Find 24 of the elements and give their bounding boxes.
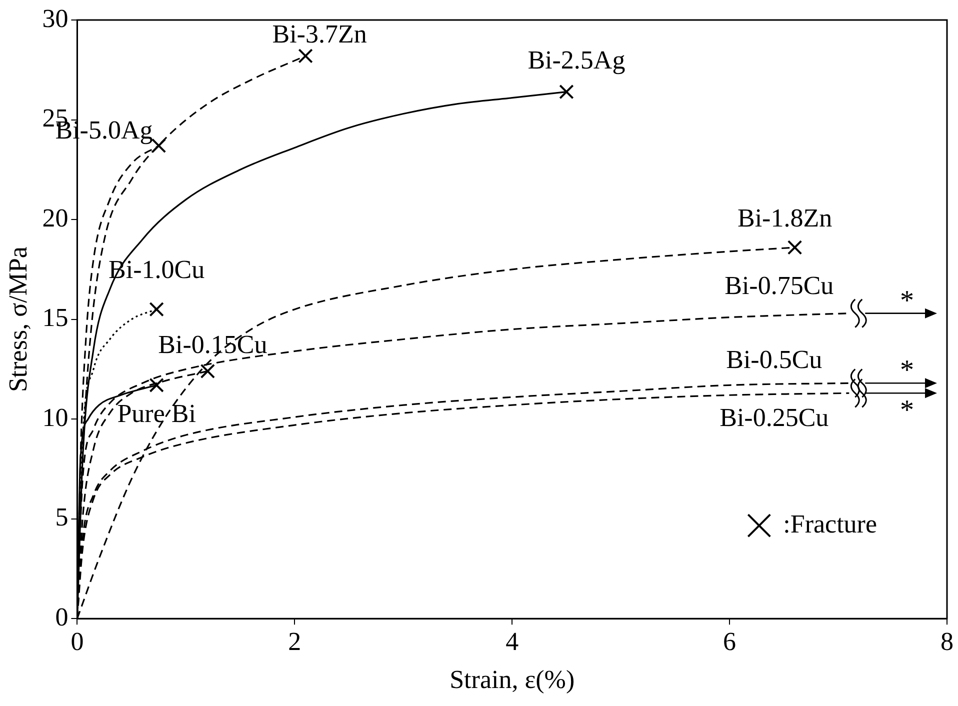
x-tick-label: 4 — [506, 627, 519, 656]
x-axis-title: Strain, ε(%) — [450, 665, 575, 694]
series-label: Bi-3.7Zn — [272, 20, 367, 49]
x-tick-label: 6 — [723, 627, 736, 656]
series-label: Bi-1.8Zn — [737, 203, 832, 232]
y-axis-title: Stress, σ/MPa — [3, 246, 32, 392]
annotation: * — [900, 395, 914, 426]
y-tick-label: 20 — [42, 203, 68, 232]
annotation: * — [900, 355, 914, 386]
x-tick-label: 8 — [940, 627, 954, 656]
y-tick-label: 5 — [55, 502, 68, 532]
y-tick-label: 30 — [42, 4, 68, 33]
y-tick-label: 0 — [55, 602, 68, 632]
y-tick-label: 15 — [42, 303, 68, 332]
series-label: Bi-2.5Ag — [528, 46, 626, 75]
x-tick-label: 2 — [288, 627, 302, 656]
series-label: Bi-0.75Cu — [724, 271, 834, 300]
legend-label: :Fracture — [783, 509, 877, 538]
annotation: * — [900, 285, 914, 316]
series-label: Bi-0.5Cu — [726, 344, 822, 374]
series-label: Bi-0.25Cu — [720, 402, 829, 432]
y-tick-label: 10 — [42, 402, 68, 432]
series-label: Pure Bi — [117, 398, 196, 428]
series-label: Bi-0.15Cu — [158, 330, 268, 360]
